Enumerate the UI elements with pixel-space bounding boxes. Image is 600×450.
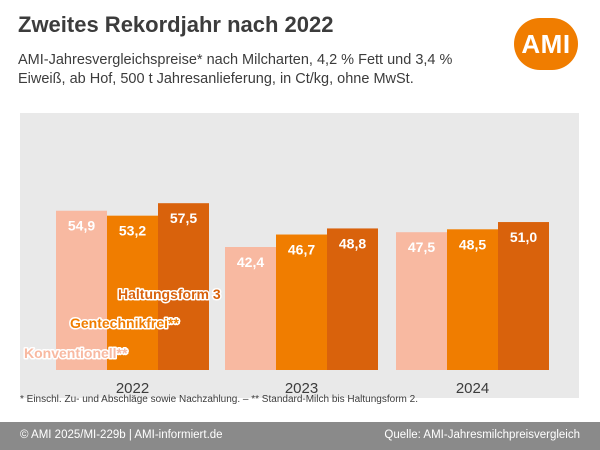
footer-bar: © AMI 2025/MI-229b | AMI-informiert.de Q… xyxy=(0,422,600,450)
chart-title: Zweites Rekordjahr nach 2022 xyxy=(18,12,334,37)
bar-2023-3 xyxy=(327,228,378,370)
chart-subtitle: AMI-Jahresvergleichspreise* nach Milchar… xyxy=(18,52,453,87)
data-label-2023-1: 42,4 xyxy=(237,254,264,270)
bar-2022-2 xyxy=(107,215,158,370)
x-tick-label-2023: 2023 xyxy=(285,380,318,397)
bar-2024-1 xyxy=(396,232,447,370)
bar-2024-3 xyxy=(498,222,549,370)
legend-label-3: Haltungsform 3 xyxy=(118,286,221,302)
x-tick-label-2022: 2022 xyxy=(116,380,149,397)
data-label-2022-3: 57,5 xyxy=(170,210,197,226)
bar-2022-3 xyxy=(158,203,209,370)
data-label-2024-2: 48,5 xyxy=(459,236,486,252)
data-label-2022-1: 54,9 xyxy=(68,218,95,234)
bar-2023-2 xyxy=(276,234,327,370)
footer-copyright: © AMI 2025/MI-229b | AMI-informiert.de xyxy=(20,429,223,441)
legend-label-1: Konventionell** xyxy=(24,345,128,361)
data-label-2024-3: 51,0 xyxy=(510,229,537,245)
chart-panel: 54,9 53,2 57,5 2022 42,4 46,7 48,8 2023 47,5 48,5… xyxy=(20,113,579,398)
x-tick-label-2024: 2024 xyxy=(456,380,489,397)
bar-2024-2 xyxy=(447,229,498,370)
data-label-2023-2: 46,7 xyxy=(288,242,315,258)
data-label-2023-3: 48,8 xyxy=(339,235,366,251)
footer-source: Quelle: AMI-Jahresmilchpreisvergleich xyxy=(384,429,580,441)
data-label-2022-2: 53,2 xyxy=(119,223,146,239)
data-label-2024-1: 47,5 xyxy=(408,239,435,255)
legend-label-2: Gentechnikfrei** xyxy=(70,315,179,331)
bar-2023-1 xyxy=(225,247,276,370)
footnote: * Einschl. Zu- und Abschläge sowie Nachz… xyxy=(20,394,418,405)
bar-chart: 54,9 53,2 57,5 2022 42,4 46,7 48,8 2023 47,5 48,5… xyxy=(23,203,549,397)
bar-2022-1 xyxy=(56,210,107,370)
ami-logo: AMI xyxy=(514,18,578,70)
